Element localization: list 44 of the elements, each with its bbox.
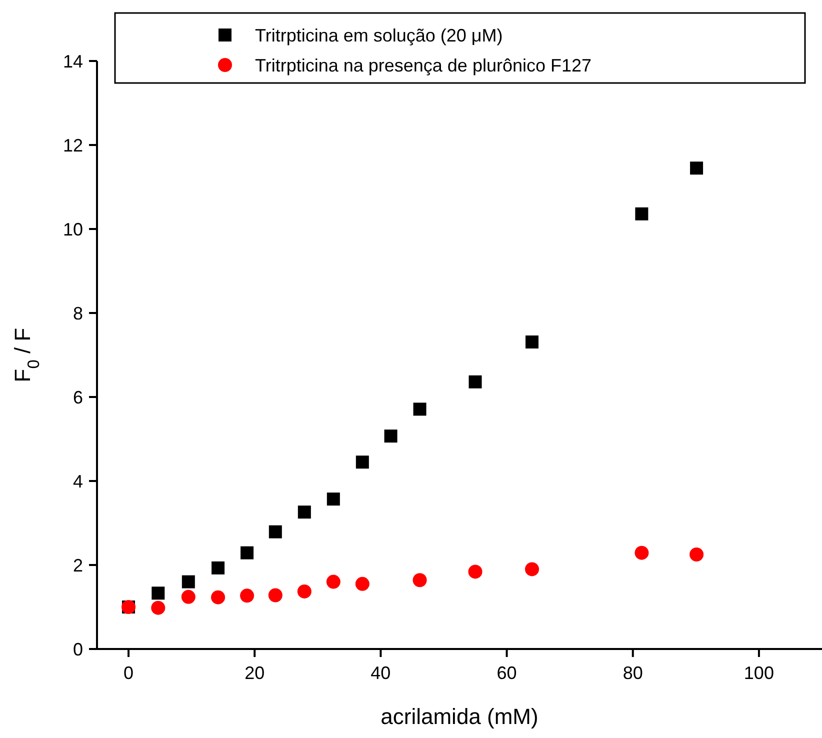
point xyxy=(268,588,282,602)
x-tick-label: 20 xyxy=(244,663,265,683)
point xyxy=(326,492,340,506)
point xyxy=(151,600,166,615)
x-tick-label: 80 xyxy=(622,663,643,683)
point xyxy=(690,162,704,175)
point xyxy=(326,574,340,589)
x-tick-label: 60 xyxy=(496,663,517,683)
point xyxy=(211,590,226,604)
point xyxy=(356,456,369,469)
x-tick-label: 0 xyxy=(124,663,134,683)
y-tick-label: 0 xyxy=(72,639,83,660)
point xyxy=(634,546,649,560)
point xyxy=(212,561,225,574)
point xyxy=(240,588,254,603)
point xyxy=(268,525,282,538)
point xyxy=(525,562,539,576)
point xyxy=(152,586,165,600)
y-tick-label: 6 xyxy=(72,387,83,408)
point xyxy=(468,564,482,579)
point xyxy=(181,590,196,604)
legend-label: Tritrpticina em solução (20 μM) xyxy=(255,25,503,46)
legend-label: Tritrpticina na presença de plurônico F127 xyxy=(255,55,592,76)
point xyxy=(690,548,704,562)
point xyxy=(468,375,482,388)
point xyxy=(412,573,427,588)
x-tick-label: 100 xyxy=(744,663,774,683)
point xyxy=(182,575,195,588)
point xyxy=(240,546,254,560)
x-axis-title: acrilamida (mM) xyxy=(380,704,538,729)
y-tick-label: 12 xyxy=(62,135,83,156)
point xyxy=(526,335,538,348)
y-tick-label: 4 xyxy=(72,471,83,492)
y-tick-label: 8 xyxy=(72,303,83,324)
point xyxy=(384,430,398,443)
y-tick-label: 2 xyxy=(72,555,83,576)
point xyxy=(297,584,312,598)
y-tick-label: 14 xyxy=(62,51,83,72)
point xyxy=(355,576,370,591)
x-tick-label: 40 xyxy=(370,663,391,683)
point xyxy=(635,207,648,220)
point xyxy=(413,402,426,416)
point xyxy=(298,506,311,519)
y-tick-label: 10 xyxy=(62,219,83,240)
